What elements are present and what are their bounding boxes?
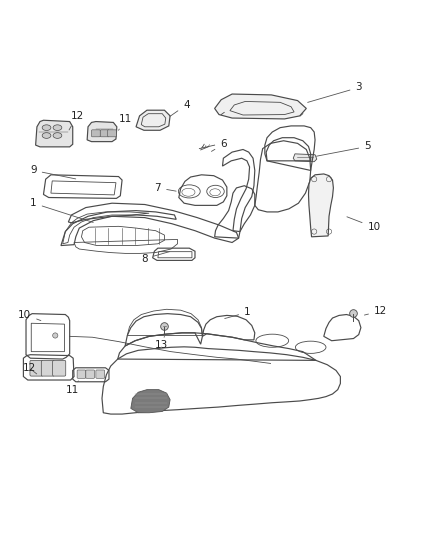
Text: 11: 11 <box>119 114 132 130</box>
Text: 12: 12 <box>69 111 84 130</box>
Ellipse shape <box>42 125 51 131</box>
Polygon shape <box>131 390 170 413</box>
FancyBboxPatch shape <box>77 370 86 378</box>
Ellipse shape <box>53 133 62 139</box>
Polygon shape <box>87 122 117 142</box>
Text: 10: 10 <box>18 310 41 320</box>
Circle shape <box>53 333 58 338</box>
Text: 5: 5 <box>316 141 371 156</box>
Polygon shape <box>35 120 73 147</box>
FancyBboxPatch shape <box>108 130 117 137</box>
Polygon shape <box>308 174 333 237</box>
Text: 8: 8 <box>141 252 170 264</box>
Text: 12: 12 <box>364 306 387 316</box>
FancyBboxPatch shape <box>100 130 109 137</box>
Ellipse shape <box>42 133 51 139</box>
Text: 1: 1 <box>225 308 251 319</box>
Text: 4: 4 <box>170 100 190 116</box>
Polygon shape <box>136 110 170 130</box>
Text: 6: 6 <box>212 139 227 151</box>
Text: 10: 10 <box>347 217 381 232</box>
Text: 7: 7 <box>155 183 176 193</box>
Text: 11: 11 <box>66 381 79 394</box>
FancyBboxPatch shape <box>53 360 66 376</box>
Text: 1: 1 <box>30 198 93 222</box>
Ellipse shape <box>53 125 62 131</box>
Text: 13: 13 <box>155 336 168 350</box>
FancyBboxPatch shape <box>96 370 105 378</box>
Polygon shape <box>293 154 317 161</box>
FancyBboxPatch shape <box>92 130 100 137</box>
FancyBboxPatch shape <box>30 360 43 376</box>
Text: 3: 3 <box>307 83 362 102</box>
Text: 9: 9 <box>30 165 76 179</box>
Text: 12: 12 <box>22 363 37 374</box>
Polygon shape <box>215 94 306 119</box>
FancyBboxPatch shape <box>86 370 95 378</box>
FancyBboxPatch shape <box>41 360 54 376</box>
